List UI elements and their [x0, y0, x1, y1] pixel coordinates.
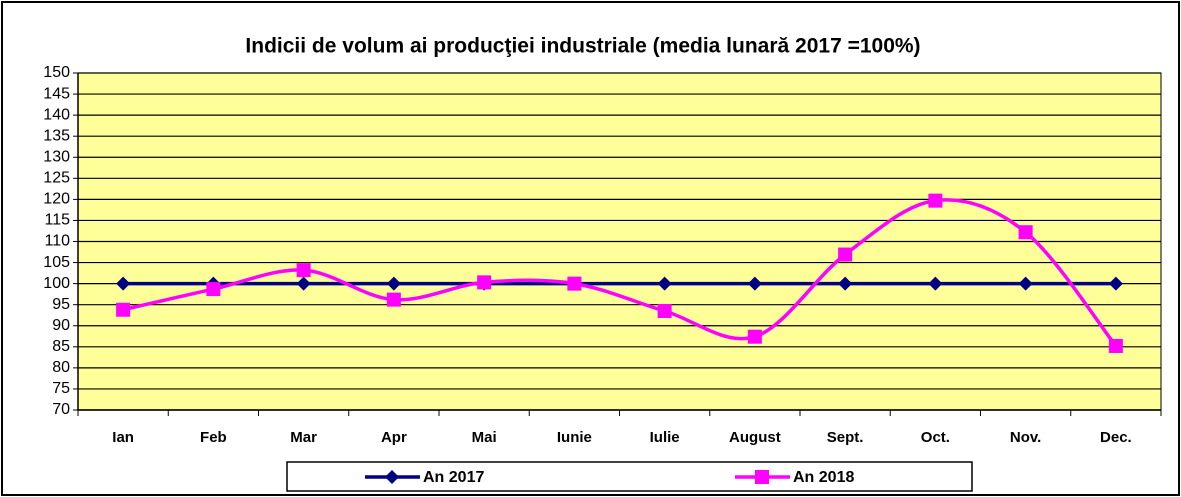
y-tick-label: 70 [52, 401, 70, 418]
y-tick-label: 95 [52, 296, 70, 313]
data-point [296, 276, 311, 291]
data-point [657, 276, 672, 291]
y-tick-label: 115 [44, 212, 70, 229]
data-point [1018, 276, 1033, 291]
y-tick-label: 105 [43, 254, 70, 271]
data-point [747, 276, 762, 291]
y-tick-label: 90 [52, 317, 70, 334]
x-tick-label: Dec. [1100, 429, 1132, 446]
legend [286, 461, 973, 492]
y-tick-label: 85 [52, 338, 70, 355]
data-point [838, 247, 853, 262]
data-point [116, 276, 131, 291]
x-tick-label: Apr [381, 429, 407, 446]
y-tick-label: 125 [43, 170, 70, 187]
y-tick-label: 150 [43, 64, 70, 81]
data-point [206, 282, 221, 297]
data-point [747, 329, 762, 344]
x-tick-label: August [729, 429, 781, 446]
y-tick-label: 135 [43, 127, 70, 144]
data-point [477, 275, 492, 290]
x-tick-label: Ian [112, 429, 134, 446]
y-tick-label: 120 [43, 191, 70, 208]
data-point [296, 263, 311, 278]
legend-label: An 2018 [793, 469, 854, 486]
y-tick-label: 100 [43, 275, 70, 292]
data-point [1018, 225, 1033, 240]
data-point [1108, 338, 1123, 353]
x-tick-label: Iulie [650, 429, 680, 446]
x-tick-label: Feb [200, 429, 227, 446]
x-tick-label: Oct. [921, 429, 950, 446]
x-tick-label: Nov. [1010, 429, 1041, 446]
data-point [838, 276, 853, 291]
x-tick-label: Mar [290, 429, 317, 446]
x-tick-label: Sept. [827, 429, 864, 446]
y-tick-label: 130 [43, 148, 70, 165]
legend-marker [385, 470, 399, 484]
legend-label: An 2017 [423, 469, 484, 486]
data-point [1108, 276, 1123, 291]
x-tick-label: Iunie [557, 429, 592, 446]
y-tick-label: 145 [43, 85, 70, 102]
data-point [567, 276, 582, 291]
data-point [928, 193, 943, 208]
x-tick-label: Mai [472, 429, 497, 446]
data-point [386, 292, 401, 307]
y-tick-label: 140 [43, 106, 70, 123]
y-tick-label: 80 [52, 359, 70, 376]
data-point [116, 302, 131, 317]
data-point [657, 304, 672, 319]
y-tick-label: 75 [52, 380, 70, 397]
chart-title: Indicii de volum ai producţiei industria… [245, 35, 920, 58]
y-tick-label: 110 [44, 233, 70, 250]
legend-marker [755, 470, 769, 484]
data-point [386, 276, 401, 291]
data-point [928, 276, 943, 291]
